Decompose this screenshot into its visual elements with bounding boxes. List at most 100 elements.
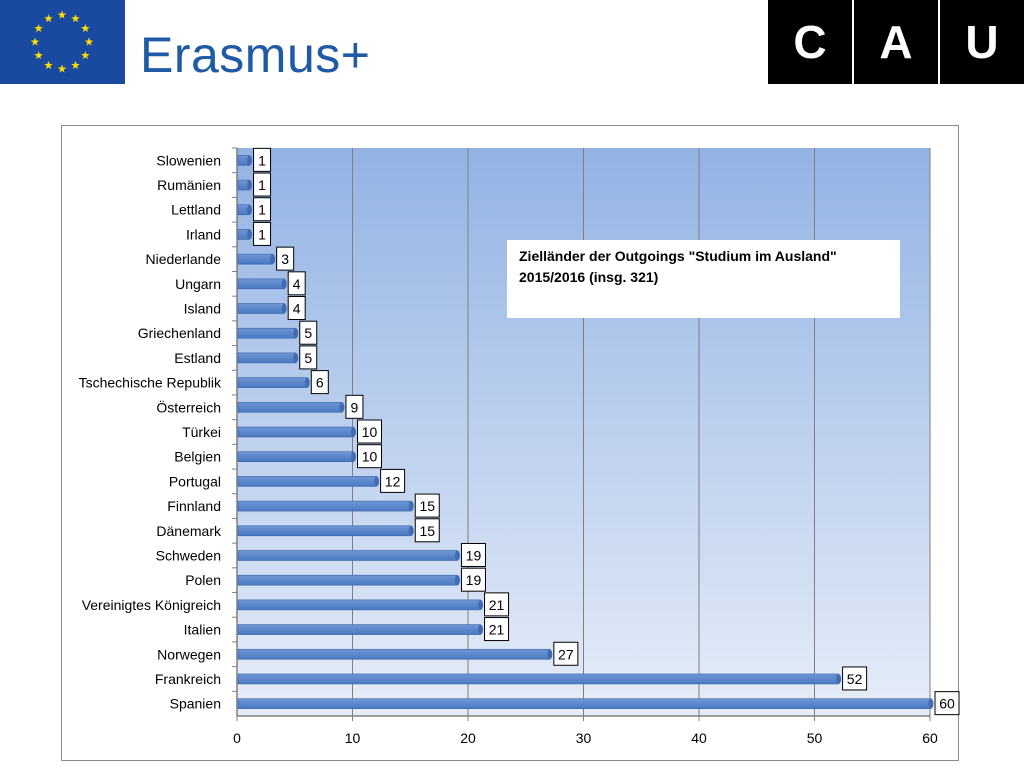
category-label: Rumänien [157,177,221,193]
bar [237,550,458,561]
data-label-box [287,271,306,296]
category-label: Schweden [156,547,221,563]
data-label-box [460,567,486,592]
data-label-box [287,296,306,321]
cau-separator [938,0,940,84]
bar-cap [247,180,253,191]
data-label: 27 [558,646,574,662]
category-label: Tschechische Republik [79,375,222,391]
bar-cap [351,451,356,462]
eu-star-icon [30,37,40,46]
bar-cap [454,575,460,586]
eu-stars-icon [30,10,94,73]
bar-cap [247,229,253,240]
eu-star-icon [71,60,80,69]
data-label-box [380,468,406,493]
data-label: 6 [316,375,324,391]
data-label-box [299,320,318,345]
category-label: Estland [174,350,221,366]
bar [237,327,297,339]
data-label: 4 [293,276,301,292]
bar-cap [374,476,380,487]
data-label: 1 [258,152,266,168]
bar-cap [408,525,414,536]
data-label-box [357,444,382,469]
eu-star-icon [81,24,90,33]
bar [237,648,551,660]
category-label: Ungarn [175,276,221,292]
data-label-box [484,617,510,642]
category-label: Frankreich [155,671,221,687]
bar [237,377,308,388]
x-tick-label: 20 [460,730,476,746]
data-label-box [357,419,382,444]
bar [237,698,932,709]
cau-logo: C A U [768,0,1024,84]
category-label: Irland [186,226,221,242]
bar-cap [281,303,287,314]
x-tick-label: 60 [922,730,938,746]
cau-separator [852,0,854,84]
bar [237,673,839,685]
data-label-box [414,493,440,518]
bar [237,525,412,537]
bar-cap [281,278,287,289]
eu-star-icon [34,51,43,60]
data-label: 3 [281,251,289,267]
bar-cap [247,155,253,166]
bar-cap [351,427,356,437]
data-label: 15 [419,523,435,539]
data-label-box [276,246,295,271]
data-label-box [553,641,579,666]
category-label: Finnland [167,498,221,514]
data-label: 1 [258,177,266,193]
bar [237,402,343,413]
bar-cap [293,352,299,363]
bar-cap [339,402,345,413]
category-label: Italien [184,622,221,638]
eu-star-icon [57,10,67,19]
data-label: 10 [362,424,378,440]
x-tick-label: 30 [576,730,592,746]
data-label: 12 [385,473,401,489]
bar [237,599,481,611]
eu-star-icon [44,14,53,23]
category-label: Griechenland [138,325,221,341]
chart-title: Zielländer der Outgoings "Studium im Aus… [507,240,900,318]
data-label-box [310,370,329,395]
bar-cap [478,624,484,635]
cau-letter-c: C [793,16,827,68]
eu-star-icon [84,37,94,46]
data-label-box [460,542,486,567]
bar [237,574,458,586]
data-label: 1 [258,226,266,242]
category-label: Polen [185,572,221,588]
eu-flag-logo [0,0,125,84]
bar-cap [928,698,934,709]
eu-star-icon [81,51,90,60]
data-label-box [253,147,272,172]
category-label: Vereinigtes Königreich [82,597,221,613]
bar [237,451,354,462]
bar-cap [304,377,310,388]
eu-star-icon [34,24,43,33]
category-label: Spanien [170,696,221,712]
data-label: 5 [304,325,312,341]
bar [237,476,377,487]
data-label-box [299,345,318,370]
bar [237,278,285,290]
bar-cap [454,550,460,561]
data-label: 10 [362,449,378,465]
category-label: Belgien [174,449,221,465]
data-label-box [345,394,364,419]
x-tick-label: 40 [691,730,707,746]
bar-cap [408,501,414,512]
data-label-box [414,518,440,543]
category-label: Slowenien [156,152,221,168]
erasmus-plus-logo: Erasmus+ [140,27,371,83]
bar-cap [247,204,253,215]
category-label: Lettland [171,202,221,218]
bar [237,253,273,265]
bar [237,624,481,635]
x-tick-label: 10 [345,730,361,746]
